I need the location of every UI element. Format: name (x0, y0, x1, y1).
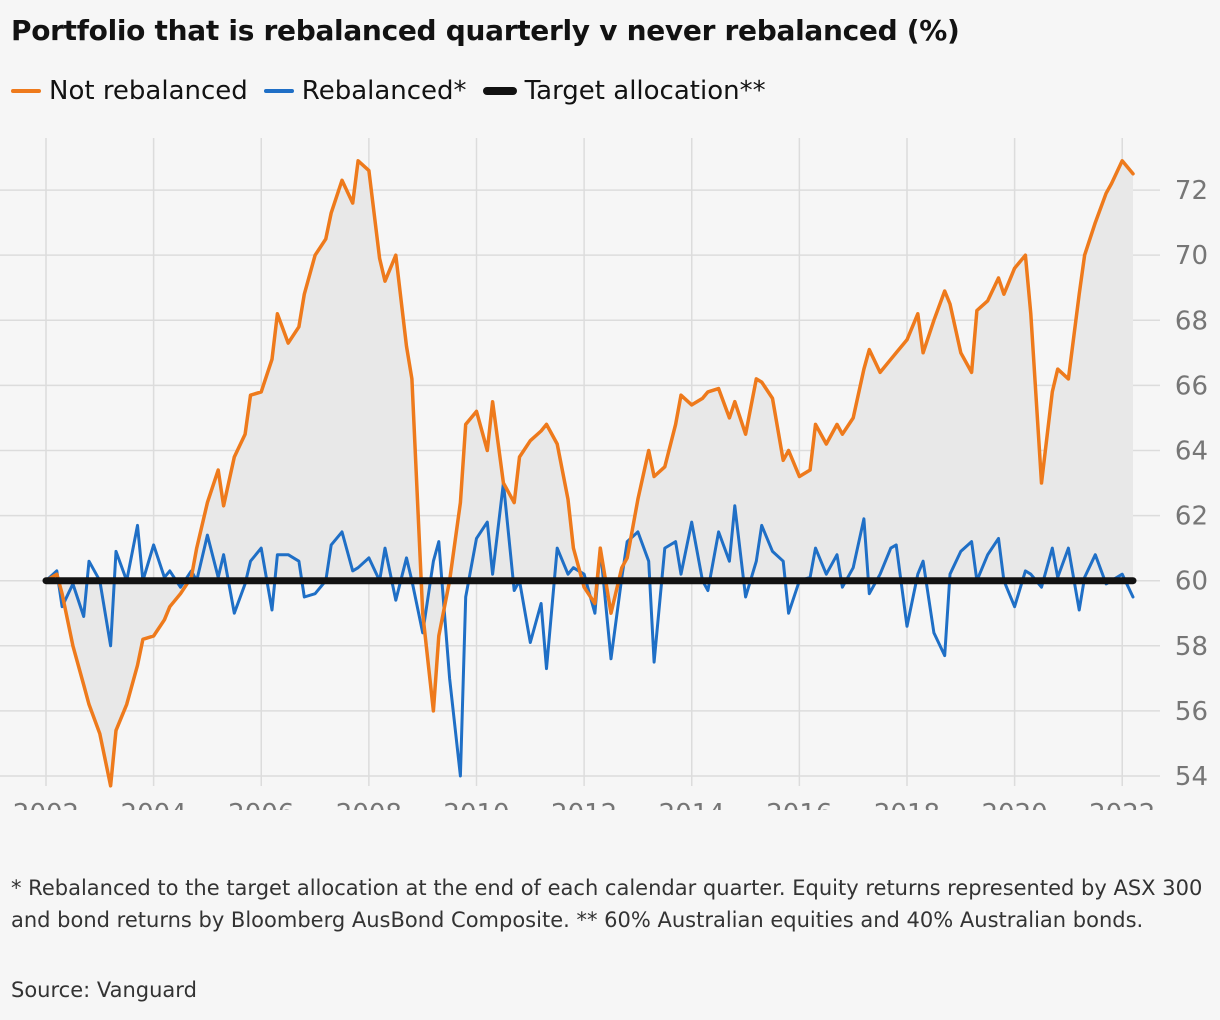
legend-swatch-target (482, 87, 517, 95)
legend-swatch-not-rebalanced (11, 89, 41, 93)
x-tick-label-2008: 2008 (336, 799, 402, 810)
shaded-gap (46, 160, 1133, 786)
x-tick-label-2014: 2014 (659, 799, 725, 810)
legend-item-rebalanced: Rebalanced* (263, 76, 467, 106)
legend-label-rebalanced: Rebalanced* (301, 76, 467, 106)
legend-item-not-rebalanced: Not rebalanced (11, 76, 248, 106)
y-tick-label-70: 70 (1175, 241, 1208, 271)
y-tick-label-60: 60 (1175, 567, 1208, 597)
y-tick-label-66: 66 (1175, 371, 1208, 401)
y-tick-label-56: 56 (1175, 697, 1208, 727)
line-chart: 54 56 58 60 62 64 66 68 70 72 2002 2004 2006 2008 201… (0, 138, 1208, 810)
series-lines (42, 159, 1137, 788)
x-tick-label-2022: 2022 (1089, 799, 1155, 810)
y-tick-label-54: 54 (1175, 762, 1208, 792)
x-tick-label-2006: 2006 (228, 799, 294, 810)
source-note: Source: Vanguard (11, 978, 197, 1002)
y-tick-label-62: 62 (1175, 502, 1208, 532)
x-tick-label-2010: 2010 (443, 799, 509, 810)
series-line-not-rebalanced (44, 159, 1135, 788)
x-tick-label-2002: 2002 (13, 799, 79, 810)
y-tick-label-72: 72 (1175, 176, 1208, 206)
x-tick-label-2004: 2004 (121, 799, 187, 810)
chart-title: Portfolio that is rebalanced quarterly v… (11, 14, 960, 47)
legend-label-not-rebalanced: Not rebalanced (49, 76, 248, 106)
shaded-area (46, 160, 1133, 786)
footnote: * Rebalanced to the target allocation at… (11, 876, 1203, 932)
y-tick-label-68: 68 (1175, 306, 1208, 336)
legend-item-target: Target allocation** (482, 76, 766, 106)
legend-swatch-rebalanced (263, 89, 294, 93)
x-tick-label-2018: 2018 (874, 799, 940, 810)
legend: Not rebalanced Rebalanced* Target alloca… (11, 76, 782, 106)
x-tick-label-2012: 2012 (551, 799, 617, 810)
y-axis: 54 56 58 60 62 64 66 68 70 72 (1175, 176, 1208, 792)
legend-label-target: Target allocation** (524, 76, 766, 106)
x-tick-label-2020: 2020 (982, 799, 1048, 810)
y-tick-label-64: 64 (1175, 436, 1208, 466)
x-axis: 2002 2004 2006 2008 2010 2012 2014 2016 2018 2020… (13, 799, 1155, 810)
y-tick-label-58: 58 (1175, 632, 1208, 662)
x-tick-label-2016: 2016 (766, 799, 832, 810)
